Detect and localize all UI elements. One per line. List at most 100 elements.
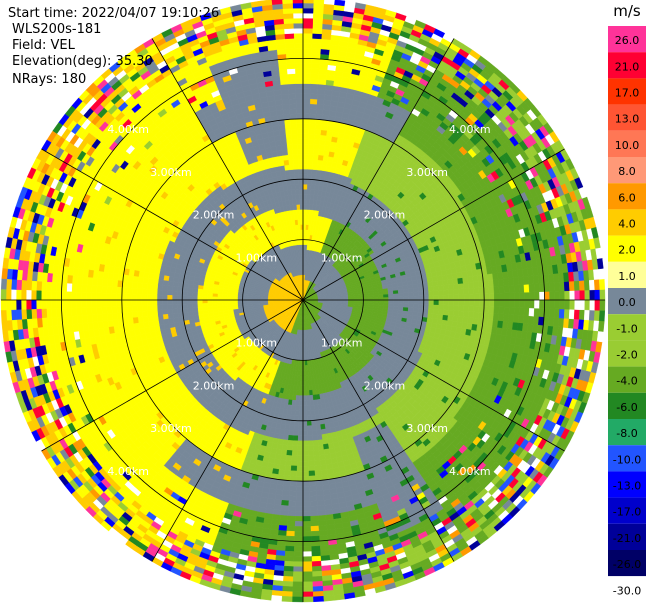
velocity-cell xyxy=(578,280,585,291)
velocity-cell xyxy=(588,279,596,291)
velocity-cell xyxy=(569,290,576,301)
velocity-cell xyxy=(285,134,293,141)
velocity-cell xyxy=(457,282,464,290)
velocity-cell xyxy=(302,168,308,175)
velocity-cell xyxy=(463,293,470,301)
velocity-cell xyxy=(302,53,312,59)
velocity-cell xyxy=(279,73,288,80)
velocity-cell xyxy=(306,194,311,200)
velocity-cell xyxy=(292,0,304,4)
velocity-cell xyxy=(293,27,304,34)
velocity-cell xyxy=(524,291,530,301)
velocity-cell xyxy=(288,98,297,105)
velocity-cell xyxy=(312,13,324,20)
velocity-cell xyxy=(523,276,530,285)
velocity-cell xyxy=(302,153,309,160)
velocity-cell xyxy=(543,282,550,292)
velocity-cell xyxy=(333,0,346,7)
velocity-cell xyxy=(438,294,445,301)
velocity-cell xyxy=(302,108,310,115)
velocity-cell xyxy=(280,83,289,91)
velocity-cell xyxy=(533,275,540,285)
velocity-cell xyxy=(294,184,300,190)
velocity-cell xyxy=(284,129,292,136)
velocity-cell xyxy=(288,159,294,166)
velocity-cell xyxy=(408,295,414,301)
velocity-cell xyxy=(403,292,409,297)
velocity-cell xyxy=(428,295,435,301)
velocity-cell xyxy=(317,154,324,161)
velocity-cell xyxy=(302,17,314,24)
velocity-cell xyxy=(311,48,321,55)
velocity-cell xyxy=(289,174,295,181)
velocity-cell xyxy=(453,294,460,301)
velocity-cell xyxy=(508,292,515,301)
velocity-cell xyxy=(388,293,394,298)
velocity-cell xyxy=(308,123,316,130)
velocity-cell xyxy=(528,283,535,293)
velocity-cell xyxy=(294,179,300,185)
velocity-cell xyxy=(310,83,319,90)
velocity-cell xyxy=(283,23,294,30)
velocity-cell xyxy=(280,88,289,96)
velocity-cell xyxy=(302,0,314,4)
velocity-cell xyxy=(271,0,283,5)
velocity-cell xyxy=(308,209,313,216)
velocity-cell xyxy=(317,78,327,86)
velocity-cell xyxy=(302,12,314,19)
velocity-cell xyxy=(298,189,304,195)
velocity-cell xyxy=(549,290,555,301)
velocity-cell xyxy=(278,129,286,136)
velocity-cell xyxy=(492,279,500,287)
velocity-cell xyxy=(279,78,289,86)
velocity-cell xyxy=(284,124,292,131)
velocity-cell xyxy=(319,139,326,146)
velocity-cell xyxy=(310,189,315,196)
velocity-cell xyxy=(539,291,545,301)
velocity-cell xyxy=(293,22,304,29)
velocity-cell xyxy=(452,283,459,290)
velocity-cell xyxy=(507,277,515,286)
velocity-cell xyxy=(534,291,540,301)
velocity-cell xyxy=(313,144,320,151)
velocity-cell xyxy=(289,108,297,115)
velocity-cell xyxy=(533,283,540,293)
velocity-cell xyxy=(311,174,317,181)
velocity-cell xyxy=(292,7,304,14)
velocity-cell xyxy=(452,278,459,285)
velocity-cell xyxy=(478,293,485,301)
velocity-cell xyxy=(302,68,312,74)
velocity-cell xyxy=(462,276,469,284)
velocity-cell xyxy=(295,199,300,205)
velocity-cell xyxy=(512,277,520,286)
velocity-cell xyxy=(468,287,475,295)
velocity-cell xyxy=(281,144,288,151)
velocity-cell xyxy=(293,168,299,175)
velocity-cell xyxy=(467,281,474,289)
velocity-cell xyxy=(383,296,389,301)
velocity-cell xyxy=(297,148,304,155)
velocity-cell xyxy=(302,158,309,165)
velocity-cell xyxy=(294,73,304,79)
velocity-cell xyxy=(287,78,296,85)
velocity-cell xyxy=(568,280,575,291)
velocity-cell xyxy=(413,291,419,297)
velocity-cell xyxy=(503,285,510,294)
velocity-cell xyxy=(304,244,308,251)
velocity-cell xyxy=(442,279,449,286)
velocity-cell xyxy=(302,2,314,9)
velocity-cell xyxy=(321,160,328,167)
velocity-cell xyxy=(573,280,580,291)
velocity-cell xyxy=(314,179,321,186)
velocity-cell xyxy=(295,103,304,110)
velocity-cell xyxy=(316,93,325,101)
velocity-cell xyxy=(316,103,324,111)
velocity-cell xyxy=(311,164,318,171)
velocity-cell xyxy=(478,287,485,295)
velocity-cell xyxy=(599,289,606,301)
velocity-cell xyxy=(502,278,510,287)
velocity-cell xyxy=(295,194,300,200)
velocity-cell xyxy=(297,158,304,165)
velocity-cell xyxy=(288,93,297,100)
velocity-cell xyxy=(295,98,304,105)
